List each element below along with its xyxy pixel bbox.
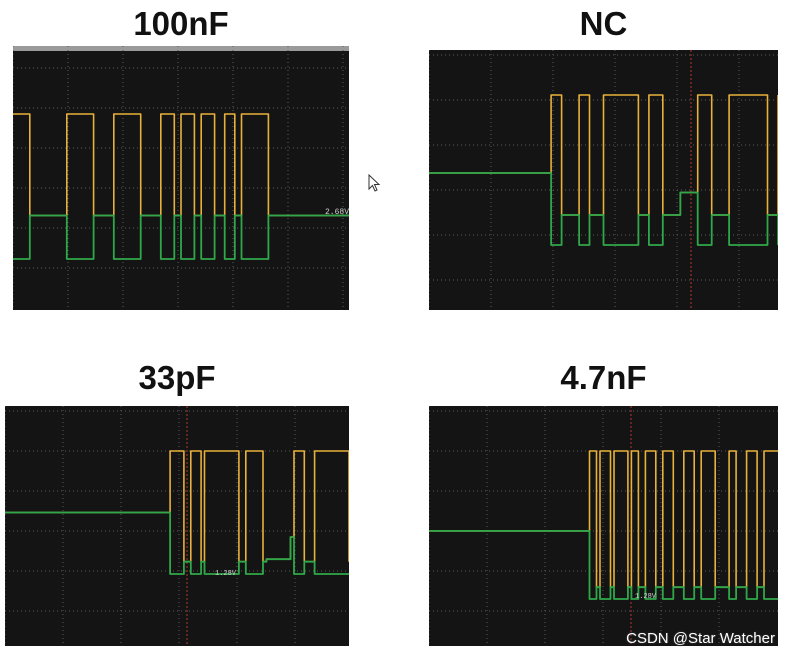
- waveform-trace-yellow: [429, 94, 778, 216]
- panel-33pf: 33pF 1.28V: [5, 360, 349, 646]
- panel-title: 33pF: [138, 359, 216, 396]
- waveform-plot: 1.28V: [429, 406, 778, 646]
- voltage-readout: 1.28V: [215, 570, 237, 578]
- panel-title: 100nF: [133, 5, 229, 42]
- waveform-trace-green: [13, 214, 349, 260]
- panel-title: NC: [579, 5, 628, 42]
- oscilloscope-screen: 2.68V: [13, 46, 349, 310]
- panel-100nf: 100nF 2.68V: [13, 0, 349, 312]
- oscilloscope-screen: 1.28V: [429, 406, 778, 646]
- waveform-trace-yellow: [429, 450, 778, 588]
- waveform-trace-yellow: [5, 450, 349, 563]
- oscilloscope-screen: [429, 50, 778, 310]
- voltage-readout: 1.28V: [635, 593, 657, 601]
- waveform-plot: 2.68V: [13, 46, 349, 310]
- waveform-trace-green: [429, 172, 778, 246]
- waveform-plot: [429, 50, 778, 310]
- panel-nc: NC: [429, 0, 778, 312]
- watermark: CSDN @Star Watcher: [626, 630, 775, 647]
- mouse-pointer-icon: [368, 174, 381, 192]
- oscilloscope-screen: 1.28V: [5, 406, 349, 646]
- waveform-trace-yellow: [13, 113, 349, 217]
- waveform-trace-green: [429, 530, 778, 600]
- waveform-plot: 1.28V: [5, 406, 349, 646]
- waveform-trace-green: [5, 511, 349, 575]
- voltage-readout: 2.68V: [325, 208, 349, 217]
- panel-4-7nf: 4.7nF 1.28V: [429, 360, 778, 646]
- scope-top-strip: [13, 46, 349, 51]
- panel-title: 4.7nF: [560, 359, 647, 396]
